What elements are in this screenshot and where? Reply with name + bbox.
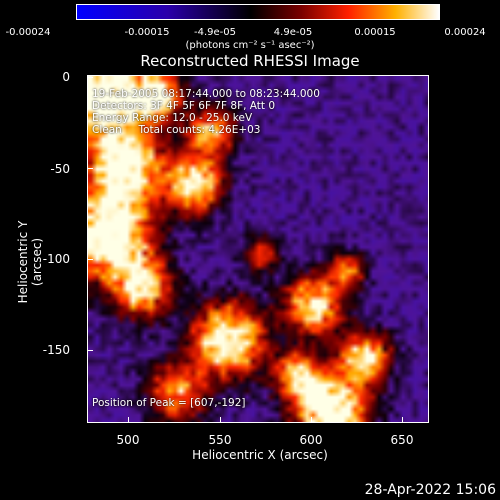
colorbar-tick: 0.00015	[354, 27, 396, 38]
x-tick-label: 600	[299, 433, 323, 447]
x-tick-label: 650	[390, 433, 414, 447]
timestamp: 28-Apr-2022 15:06	[364, 482, 496, 498]
colorbar-tick: 0.00024	[444, 27, 486, 38]
colorbar-tick: 4.9e-05	[273, 27, 313, 38]
y-tick-label: -50	[50, 162, 70, 176]
time-range-label: 19-Feb-2005 08:17:44.000 to 08:23:44.000	[92, 88, 320, 100]
y-tick	[87, 350, 93, 351]
y-tick-label: -150	[42, 343, 70, 357]
colorbar-units: (photons cm⁻² s⁻¹ asec⁻²)	[185, 40, 315, 51]
x-tick	[128, 417, 129, 423]
plot-title: Reconstructed RHESSI Image	[140, 52, 360, 70]
x-tick	[220, 417, 221, 423]
y-tick-label: 0	[62, 70, 70, 84]
y-tick-label: -100	[42, 252, 70, 266]
colorbar-tick: -4.9e-05	[194, 27, 236, 38]
heatmap-image	[88, 76, 428, 422]
y-tick	[87, 77, 93, 78]
x-tick-label: 500	[116, 433, 140, 447]
colorbar	[76, 4, 440, 20]
detectors-label: Detectors: 3F 4F 5F 6F 7F 8F, Att 0	[92, 100, 276, 112]
peak-position-label: Position of Peak = [607,-192]	[92, 397, 246, 409]
x-tick-label: 550	[208, 433, 232, 447]
colorbar-tick: -0.00024	[5, 27, 51, 38]
colorbar-tick: -0.00015	[124, 27, 170, 38]
x-axis-label: Heliocentric X (arcsec)	[192, 448, 328, 462]
image-plot	[87, 75, 429, 423]
energy-range-label: Energy Range: 12.0 - 25.0 keV	[92, 112, 253, 124]
clean-counts-label: Clean Total counts: 4.26E+03	[92, 124, 261, 136]
y-tick	[87, 168, 93, 169]
y-tick	[87, 259, 93, 260]
x-tick	[311, 417, 312, 423]
y-axis-label: Heliocentric Y (arcsec)	[16, 220, 44, 304]
x-tick	[402, 417, 403, 423]
